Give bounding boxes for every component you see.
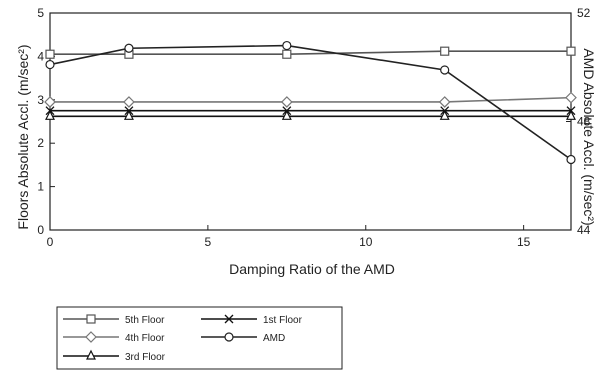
y-tick-label: 0: [37, 223, 44, 237]
data-point: [281, 109, 292, 120]
x-tick-label: 0: [47, 235, 54, 249]
y-tick-label: 1: [37, 180, 44, 194]
data-point: [123, 96, 135, 108]
data-point: [440, 106, 450, 116]
data-point: [280, 96, 293, 108]
y2-axis-label: AMD Absolute Accl. (m/sec²): [581, 48, 597, 225]
data-point: [224, 332, 234, 342]
y-axis-label: Floors Absolute Accl. (m/sec²): [15, 44, 31, 229]
data-point: [440, 65, 450, 75]
data-point: [45, 106, 55, 116]
data-point: [45, 49, 55, 59]
data-point-stroke: [224, 314, 234, 324]
data-point-stroke: [282, 106, 292, 116]
data-point: [566, 154, 576, 165]
data-point: [282, 49, 292, 59]
y2-tick-label: 52: [577, 6, 591, 20]
y2-tick-label: 48: [577, 115, 591, 129]
legend-box: [56, 306, 343, 370]
data-point: [124, 43, 134, 53]
data-point: [566, 109, 576, 120]
data-point: [86, 314, 96, 324]
y-tick-label: 2: [37, 136, 44, 150]
x-axis-label: Damping Ratio of the AMD: [229, 261, 395, 277]
x-tick-label: 10: [359, 235, 373, 249]
legend-item: AMD: [201, 332, 285, 344]
legend-label: 5th Floor: [125, 315, 165, 326]
legend-label: 1st Floor: [263, 315, 303, 326]
y-tick-label: 4: [37, 49, 44, 63]
plot-area: 0 5 10 15 0 1 2 3 4 5 44 48 52: [37, 6, 590, 249]
y-tick-label: 5: [37, 6, 44, 20]
data-point: [282, 106, 292, 116]
data-point: [86, 349, 96, 360]
data-point: [438, 96, 451, 108]
series-4: [45, 40, 576, 165]
data-point: [282, 40, 292, 51]
data-point: [44, 96, 56, 108]
legend-item: 3rd Floor: [63, 349, 166, 363]
y2-tick-label: 44: [577, 223, 591, 237]
data-point: [85, 331, 97, 343]
data-point: [45, 59, 55, 70]
legend-item: 4th Floor: [63, 331, 165, 344]
legend: 5th Floor 4th Floor 3rd Floor 1st Floor AMD: [56, 306, 343, 370]
legend-label: AMD: [263, 333, 285, 344]
legend-item: 5th Floor: [63, 314, 165, 326]
data-point: [123, 109, 134, 120]
series-3: [45, 106, 576, 116]
data-point: [224, 314, 234, 324]
series-1: [44, 91, 577, 108]
data-point-stroke: [45, 106, 55, 116]
legend-label: 4th Floor: [125, 333, 165, 344]
data-point: [440, 46, 450, 56]
data-point: [124, 106, 134, 116]
legend-label: 3rd Floor: [125, 352, 166, 363]
y-tick-label: 3: [37, 93, 44, 107]
x-tick-label: 5: [205, 235, 212, 249]
legend-item: 1st Floor: [201, 314, 303, 326]
x-tick-label: 15: [517, 235, 531, 249]
data-point: [566, 46, 576, 56]
data-point: [565, 91, 577, 104]
data-point: [566, 106, 576, 116]
data-point-stroke: [566, 106, 576, 116]
data-point: [439, 109, 450, 120]
data-point-stroke: [440, 106, 450, 116]
data-point-stroke: [124, 106, 134, 116]
series-2: [45, 109, 576, 120]
data-point: [45, 109, 55, 120]
